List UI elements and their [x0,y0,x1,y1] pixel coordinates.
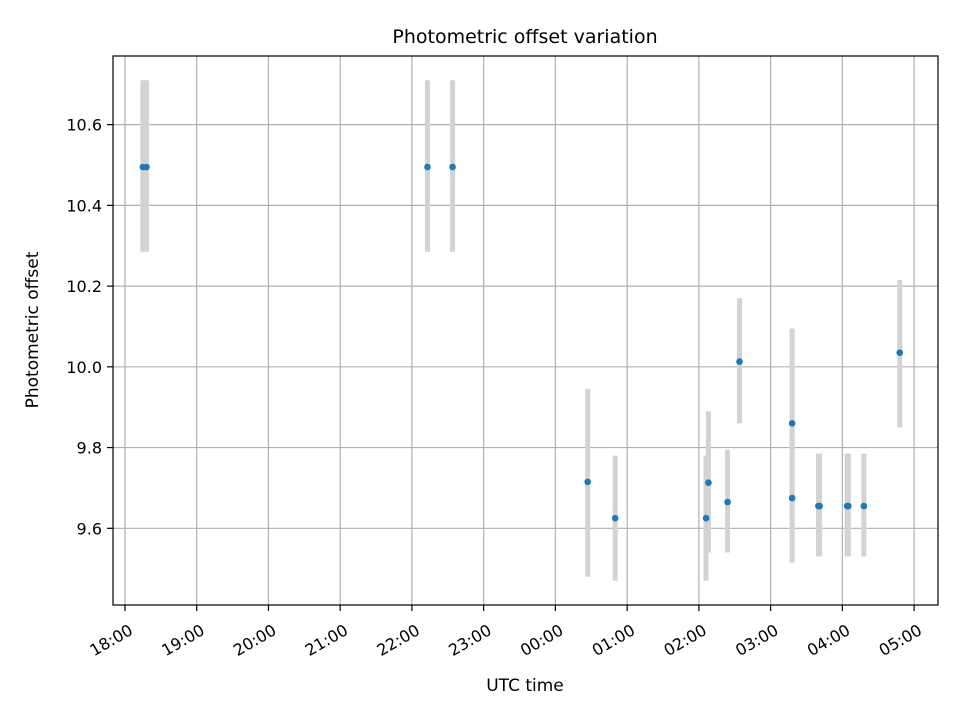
y-tick-label: 10.0 [66,358,102,377]
data-point [845,502,852,510]
data-point [424,163,431,171]
data-point [611,514,619,522]
y-tick-label: 9.6 [77,519,102,538]
data-point [449,163,456,171]
grid [113,56,938,605]
x-axis-label: UTC time [486,676,564,696]
data-point [724,498,731,506]
plot-frame [112,55,939,606]
data-points [139,163,904,522]
data-point [788,494,796,502]
data-point [896,349,904,357]
y-axis-label: Photometric offset [23,251,43,408]
data-point [702,514,710,522]
data-point [705,479,712,486]
data-point [788,420,796,427]
y-axis: 9.6 9.8 10.0 10.2 10.4 10.6 [66,116,113,538]
y-tick-label: 9.8 [77,439,102,458]
y-tick-label: 10.6 [66,116,102,135]
data-point [736,358,743,365]
chart-title: Photometric offset variation [392,26,657,48]
data-point [860,502,868,510]
data-point [816,502,823,510]
y-tick-label: 10.2 [66,277,102,296]
data-point [143,163,150,171]
y-tick-label: 10.4 [66,196,102,215]
data-point [584,478,591,486]
